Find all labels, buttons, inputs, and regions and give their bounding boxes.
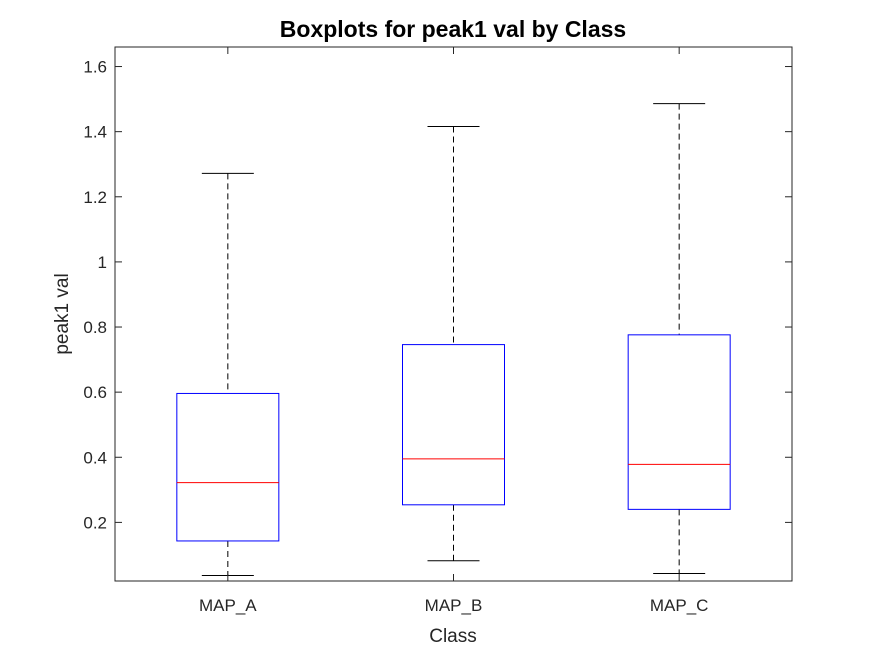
y-tick-label: 1.6 [83, 58, 107, 77]
x-tick-label: MAP_A [199, 596, 257, 615]
y-tick-label: 1.4 [83, 123, 107, 142]
y-tick-label: 0.8 [83, 318, 107, 337]
chart-title: Boxplots for peak1 val by Class [280, 16, 626, 42]
y-tick-label: 1.2 [83, 188, 107, 207]
iqr-box [627, 334, 731, 510]
x-axis-label: Class [429, 626, 477, 647]
iqr-box [176, 392, 280, 542]
y-tick-label: 0.2 [83, 513, 107, 532]
y-axis-label: peak1 val [52, 273, 73, 354]
box-map-b [402, 125, 505, 562]
axes: 0.2 0.4 0.6 0.8 1 1.2 1.4 1.6 MAP_A MAP_B MAP_C [83, 46, 793, 615]
chart-marks [176, 103, 731, 576]
x-tick-label: MAP_B [425, 596, 483, 615]
y-tick-label: 0.6 [83, 383, 107, 402]
x-tick-label: MAP_C [650, 596, 709, 615]
y-tick-label: 1 [98, 253, 107, 272]
box-map-c [627, 103, 731, 575]
iqr-box [402, 344, 505, 506]
y-tick-label: 0.4 [83, 448, 107, 467]
